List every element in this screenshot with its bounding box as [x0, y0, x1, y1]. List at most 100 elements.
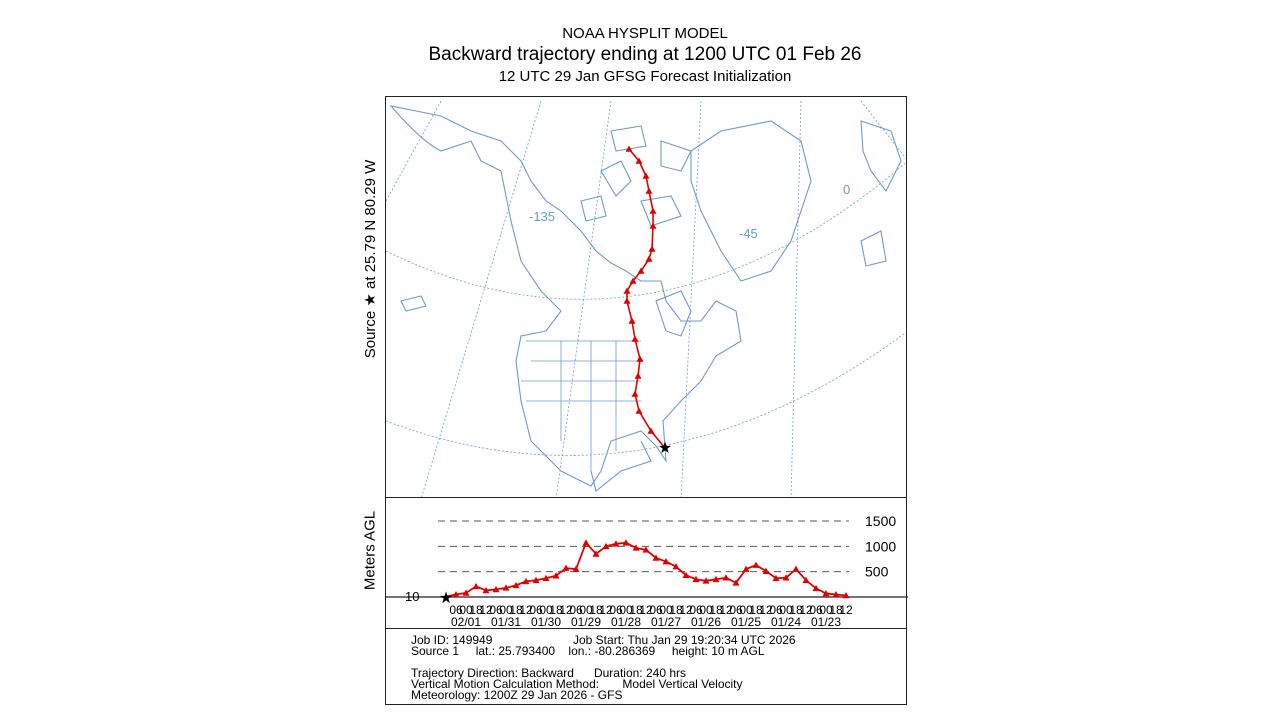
- hour-tick-label: 18: [669, 603, 683, 617]
- height-point: [792, 565, 800, 572]
- hour-tick-label: 00: [619, 603, 633, 617]
- hour-tick-label: 06: [649, 603, 663, 617]
- height-point: [842, 591, 850, 599]
- hour-tick-label: 18: [469, 603, 483, 617]
- source-location-label: Source ★ at 25.79 N 80.29 W: [362, 159, 379, 359]
- hour-tick-label: 12: [839, 603, 853, 617]
- height-point: [492, 585, 500, 593]
- hour-tick-label: 12: [559, 603, 573, 617]
- height-point: [752, 561, 760, 568]
- hour-tick-label: 00: [779, 603, 793, 617]
- height-point: [672, 563, 680, 570]
- height-point: [472, 582, 480, 590]
- trajectory-markers: [623, 145, 657, 434]
- trajectory-marker: [625, 145, 633, 152]
- hour-tick-label: 12: [519, 603, 533, 617]
- trajectory-marker: [645, 255, 653, 262]
- meteorology: Meteorology: 1200Z 29 Jan 2026 - GFS: [411, 688, 623, 702]
- hour-tick-label: 00: [499, 603, 513, 617]
- hour-tick-label: 12: [479, 603, 493, 617]
- date-tick-label: 01/24: [771, 615, 801, 629]
- date-tick-label: 01/25: [731, 615, 761, 629]
- start-height-label: 10: [405, 589, 419, 604]
- height-point: [632, 544, 640, 551]
- hour-tick-label: 00: [739, 603, 753, 617]
- date-tick-label: 01/23: [811, 615, 841, 629]
- meridian-label: -45: [739, 226, 758, 241]
- hour-tick-label: 12: [599, 603, 613, 617]
- hour-tick-label: 18: [509, 603, 523, 617]
- y-tick-label: 1500: [865, 513, 896, 529]
- hour-tick-label: 00: [539, 603, 553, 617]
- height-point: [642, 546, 650, 553]
- date-tick-label: 01/27: [651, 615, 681, 629]
- hour-tick-label: 06: [809, 603, 823, 617]
- hour-tick-label: 06: [769, 603, 783, 617]
- y-tick-label: 1000: [865, 538, 896, 554]
- hour-tick-label: 06: [489, 603, 503, 617]
- hour-tick-label: 06: [609, 603, 623, 617]
- height-point: [662, 558, 670, 565]
- height-point: [482, 586, 490, 594]
- height-chart: 500 1000 1500 10 06 00 18 12 06 00 18 12 06 00 18 12 06 0…: [385, 497, 908, 629]
- height-point: [762, 567, 770, 574]
- height-point: [622, 539, 630, 546]
- trajectory-marker: [628, 317, 636, 324]
- hour-tick-label: 06: [449, 603, 463, 617]
- meridian-label: -135: [529, 209, 555, 224]
- hour-tick-label: 12: [639, 603, 653, 617]
- job-info-panel: Job ID: 149949 Job Start: Thu Jan 29 19:…: [385, 628, 907, 705]
- date-tick-label: 01/26: [691, 615, 721, 629]
- source-star-icon: ★: [439, 590, 453, 607]
- hour-tick-label: 18: [789, 603, 803, 617]
- trajectory-marker: [635, 157, 643, 164]
- height-point: [582, 539, 590, 546]
- height-point: [722, 574, 730, 581]
- date-tick-label: 01/30: [531, 615, 561, 629]
- graticule: [386, 100, 906, 497]
- height-point: [512, 581, 520, 589]
- height-point: [452, 590, 460, 598]
- height-point: [522, 577, 530, 585]
- height-point: [682, 571, 690, 579]
- date-tick-label: 02/01: [451, 615, 481, 629]
- hour-tick-label: 18: [709, 603, 723, 617]
- trajectory-marker: [629, 277, 637, 284]
- height-point: [602, 542, 610, 550]
- height-point: [552, 572, 560, 579]
- source-details: Source 1 lat.: 25.793400 lon.: -80.28636…: [411, 644, 765, 658]
- job-start: Job Start: Thu Jan 29 19:20:34 UTC 2026: [573, 633, 796, 647]
- hour-tick-label: 12: [759, 603, 773, 617]
- trajectory-marker: [635, 407, 643, 414]
- vertical-motion-method: Vertical Motion Calculation Method: Mode…: [411, 677, 743, 691]
- height-point: [832, 590, 840, 598]
- state-borders: [521, 340, 641, 471]
- height-point: [652, 554, 660, 561]
- trajectory-title: Backward trajectory ending at 1200 UTC 0…: [428, 44, 862, 65]
- height-point: [712, 575, 720, 583]
- map-canvas: -135 -45 0 ★: [386, 100, 906, 497]
- trajectory-marker: [631, 335, 639, 342]
- height-point: [782, 574, 790, 581]
- trajectory-direction: Trajectory Direction: Backward Duration:…: [411, 666, 686, 680]
- hour-tick-label: 12: [799, 603, 813, 617]
- height-chart-canvas: 5001000150010060018120600181206001812060…: [386, 513, 908, 629]
- trajectory-marker: [623, 287, 631, 294]
- hour-tick-label: 06: [569, 603, 583, 617]
- date-tick-label: 01/31: [491, 615, 521, 629]
- meridian-label: 0: [843, 182, 850, 197]
- trajectory-marker: [645, 187, 653, 194]
- hour-tick-label: 18: [749, 603, 763, 617]
- height-point: [732, 579, 740, 586]
- y-tick-label: 500: [865, 564, 889, 580]
- trajectory-marker: [623, 297, 631, 304]
- hour-tick-label: 18: [589, 603, 603, 617]
- hour-tick-label: 12: [679, 603, 693, 617]
- height-point: [592, 550, 600, 557]
- hour-tick-label: 18: [829, 603, 843, 617]
- height-point: [742, 565, 750, 572]
- height-point: [802, 576, 810, 584]
- date-tick-label: 01/29: [571, 615, 601, 629]
- trajectory-marker: [649, 222, 657, 229]
- hour-tick-label: 06: [529, 603, 543, 617]
